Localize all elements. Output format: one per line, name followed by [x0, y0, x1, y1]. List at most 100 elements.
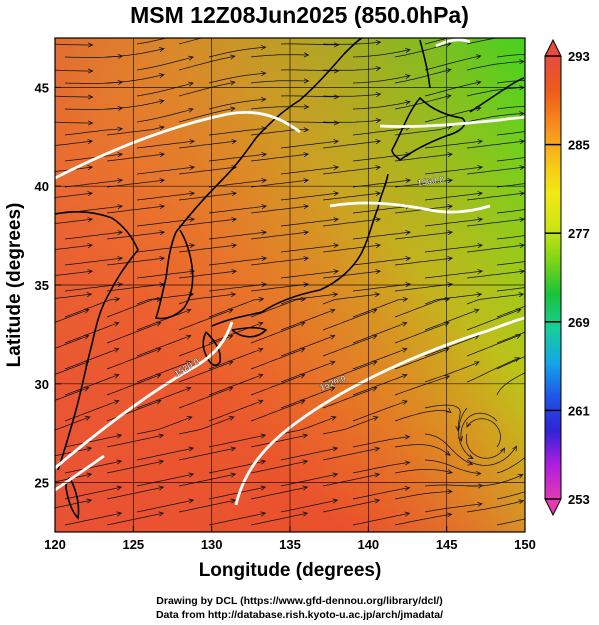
streamline — [466, 165, 525, 175]
streamline — [55, 94, 94, 100]
streamline — [106, 73, 165, 84]
streamline — [352, 296, 409, 318]
x-tick-label: 150 — [514, 537, 536, 552]
streamline — [55, 498, 93, 509]
streamline — [250, 433, 309, 448]
wind-streamlines — [55, 38, 525, 526]
streamline — [250, 256, 310, 266]
streamline — [496, 518, 525, 526]
streamline — [496, 287, 525, 292]
streamline — [136, 243, 196, 253]
streamline — [136, 472, 195, 487]
streamline — [208, 71, 267, 84]
streamline — [322, 334, 378, 357]
streamline — [394, 256, 454, 266]
streamline — [496, 356, 525, 370]
streamline — [178, 416, 235, 435]
streamline — [496, 79, 525, 84]
streamline — [352, 256, 412, 266]
streamline — [136, 308, 192, 331]
credit-drawing: Drawing by DCL (https://www.gfd-dennou.o… — [156, 595, 443, 607]
streamline — [322, 446, 381, 461]
streamline — [322, 191, 382, 201]
colorbar-tick-label: 277 — [568, 226, 590, 241]
streamline — [55, 472, 93, 483]
streamline — [106, 256, 166, 266]
streamline — [250, 52, 310, 58]
streamline — [55, 386, 90, 401]
streamline — [55, 269, 94, 276]
streamline — [352, 230, 412, 240]
streamline — [394, 489, 453, 500]
streamline — [64, 511, 123, 526]
streamline — [208, 511, 267, 526]
streamline — [64, 230, 124, 240]
streamline — [322, 118, 382, 124]
streamline — [466, 474, 524, 487]
x-tick-label: 125 — [122, 537, 144, 552]
streamline — [106, 204, 166, 214]
streamline — [178, 308, 234, 331]
streamline — [352, 485, 411, 500]
streamline — [250, 78, 310, 84]
streamline — [466, 357, 521, 383]
streamline — [178, 386, 234, 409]
streamline — [208, 433, 267, 448]
streamline — [250, 204, 310, 214]
streamline — [106, 347, 162, 370]
streamline — [424, 80, 482, 97]
streamline — [106, 433, 165, 448]
colorbar-tick-label: 261 — [568, 403, 590, 418]
streamline — [496, 209, 525, 214]
streamline — [178, 472, 237, 487]
streamline — [250, 321, 306, 344]
streamline — [64, 459, 123, 474]
colorbar-tick-label: 253 — [568, 492, 590, 507]
streamline — [496, 235, 525, 240]
streamline — [64, 126, 124, 136]
streamline — [106, 152, 166, 162]
colorbar-top-arrow — [544, 38, 562, 57]
x-tick-label: 135 — [279, 537, 301, 552]
streamline — [178, 80, 236, 97]
streamline — [64, 485, 123, 500]
contour-north-top — [435, 38, 471, 48]
streamline — [208, 399, 264, 422]
x-axis-ticks: 120 125 130 135 140 145 150 — [44, 526, 536, 552]
streamline — [64, 296, 121, 318]
streamline — [208, 230, 268, 240]
streamline — [106, 47, 165, 58]
streamline — [280, 498, 339, 513]
streamline — [466, 243, 525, 253]
streamline — [424, 361, 480, 383]
streamline — [466, 139, 525, 149]
streamline — [352, 511, 411, 526]
streamline — [250, 104, 310, 110]
coastline-japan-honshu — [211, 173, 389, 327]
coastline-japan-shikoku — [231, 326, 268, 338]
x-tick-label: 145 — [436, 537, 458, 552]
streamline — [394, 469, 453, 475]
streamline — [136, 386, 192, 409]
streamline — [322, 40, 382, 46]
streamline — [322, 472, 381, 487]
streamline — [466, 59, 525, 71]
streamline — [178, 54, 236, 71]
streamline — [136, 107, 194, 123]
colorbar-bottom-arrow — [544, 498, 562, 517]
streamline — [352, 373, 408, 396]
streamline — [55, 139, 94, 146]
streamline — [280, 139, 340, 149]
streamline — [496, 331, 525, 344]
streamline — [466, 292, 525, 305]
streamline — [496, 372, 525, 396]
streamline — [136, 269, 196, 279]
streamline — [55, 191, 94, 198]
streamline — [466, 217, 525, 227]
streamline — [322, 308, 378, 331]
streamline — [208, 256, 268, 266]
streamline — [55, 243, 94, 250]
streamline — [322, 92, 382, 98]
streamline — [322, 360, 378, 383]
